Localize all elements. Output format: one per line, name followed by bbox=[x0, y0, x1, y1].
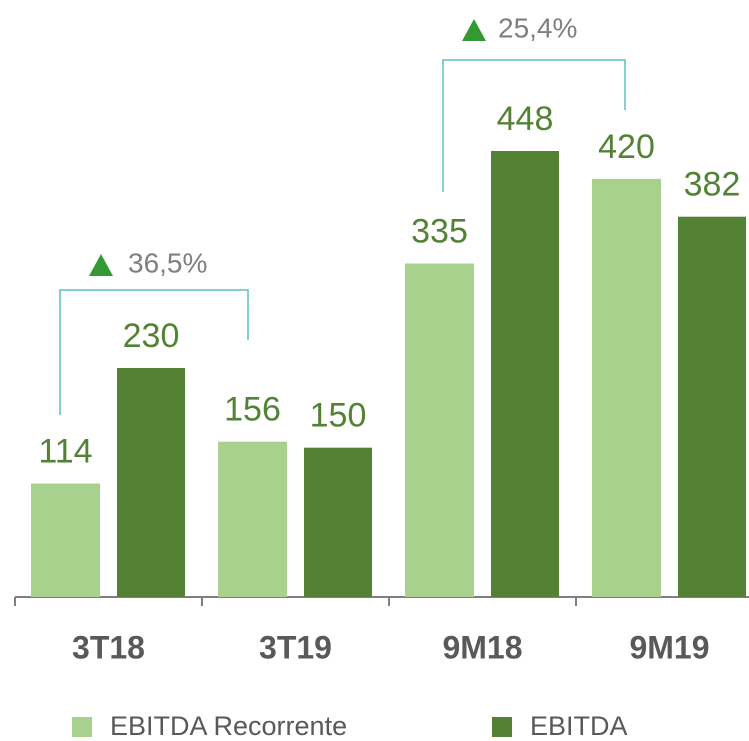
legend-label: EBITDA bbox=[530, 711, 628, 741]
value-label: 420 bbox=[598, 128, 655, 166]
x-tick-label: 3T19 bbox=[259, 629, 332, 665]
bar bbox=[218, 441, 287, 597]
annotation: 36,5% bbox=[128, 247, 207, 278]
value-label: 335 bbox=[411, 212, 468, 250]
bar bbox=[117, 368, 185, 597]
legend-swatch bbox=[72, 717, 92, 737]
x-tick-label: 3T18 bbox=[72, 629, 145, 665]
value-label: 448 bbox=[497, 100, 554, 138]
value-label: 156 bbox=[224, 391, 281, 429]
legend-label: EBITDA Recorrente bbox=[110, 711, 347, 741]
bar bbox=[592, 178, 661, 597]
up-triangle bbox=[89, 254, 113, 276]
value-label: 230 bbox=[123, 317, 180, 355]
bracket bbox=[442, 59, 626, 192]
bar bbox=[31, 483, 100, 597]
bar bbox=[304, 447, 372, 597]
up-triangle bbox=[462, 19, 486, 41]
legend-swatch bbox=[492, 717, 512, 737]
bracket bbox=[59, 289, 249, 415]
bar bbox=[491, 150, 559, 598]
x-tick-label: 9M18 bbox=[442, 629, 522, 665]
value-label: 382 bbox=[684, 166, 741, 204]
x-tick-label: 9M19 bbox=[629, 629, 709, 665]
value-label: 114 bbox=[38, 432, 92, 470]
annotation: 25,4% bbox=[498, 12, 577, 43]
bar bbox=[678, 216, 746, 597]
bar bbox=[405, 263, 474, 597]
value-label: 150 bbox=[310, 397, 367, 435]
